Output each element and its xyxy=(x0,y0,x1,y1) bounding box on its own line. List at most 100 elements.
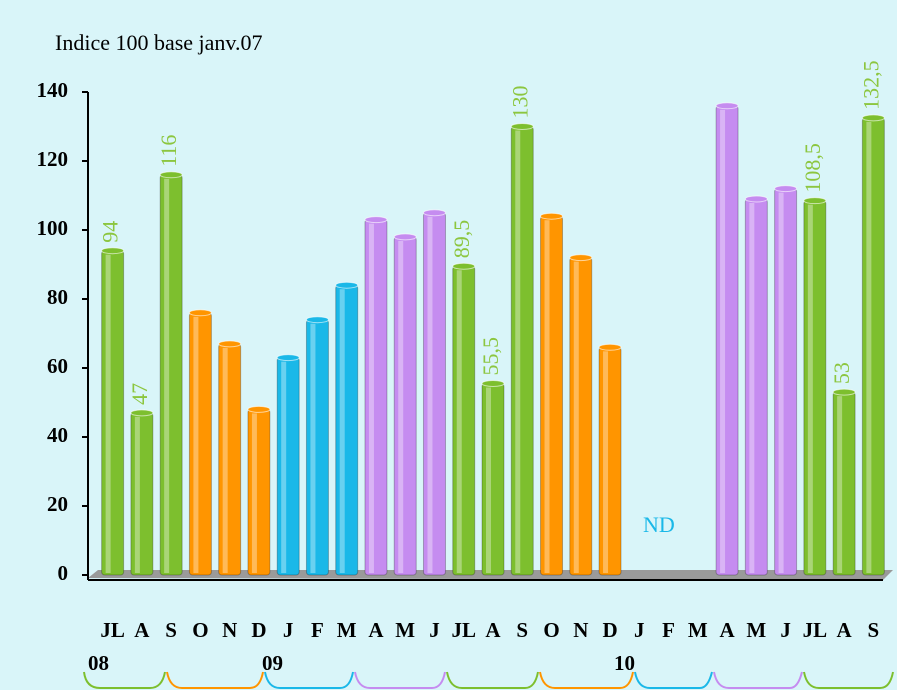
bar-cap xyxy=(305,316,329,324)
bar-cap xyxy=(393,233,417,241)
bar xyxy=(305,319,329,576)
bar-cap xyxy=(101,247,125,255)
bar xyxy=(510,126,534,576)
bar-highlight xyxy=(573,261,579,573)
x-tick-label: F xyxy=(311,618,324,642)
bar-highlight xyxy=(778,192,784,573)
bar-cap xyxy=(364,216,388,224)
bar xyxy=(276,357,300,576)
bar xyxy=(598,346,622,576)
bar xyxy=(101,250,125,576)
y-tick-label: 100 xyxy=(37,216,69,240)
bar-highlight xyxy=(251,413,257,573)
bar-cap xyxy=(715,102,739,110)
bar-highlight xyxy=(310,323,316,573)
bar xyxy=(422,212,446,576)
y-tick-label: 20 xyxy=(47,492,68,516)
bar-highlight xyxy=(544,220,550,573)
bar-highlight xyxy=(368,223,374,573)
bar-cap xyxy=(335,281,359,289)
x-tick-label: F xyxy=(662,618,675,642)
bar-highlight xyxy=(193,316,199,573)
y-tick-label: 40 xyxy=(47,423,68,447)
value-label: 89,5 xyxy=(449,220,474,259)
bar-highlight xyxy=(603,351,609,573)
y-tick-label: 80 xyxy=(47,285,68,309)
value-label: 53 xyxy=(829,362,854,384)
bar-cap xyxy=(276,354,300,362)
x-tick-label: J xyxy=(780,618,791,642)
bar-cap xyxy=(598,343,622,351)
bar-cap xyxy=(803,197,827,205)
bar-highlight xyxy=(807,204,813,574)
bar-highlight xyxy=(134,416,140,573)
bar xyxy=(159,174,183,576)
y-tick-label: 140 xyxy=(37,78,69,102)
bar-cap xyxy=(247,405,271,413)
bar-highlight xyxy=(105,254,111,573)
bar xyxy=(188,312,212,576)
bar-highlight xyxy=(837,396,843,573)
bar xyxy=(247,408,271,576)
year-label: 09 xyxy=(262,651,283,675)
bar xyxy=(832,391,856,576)
x-tick-label: A xyxy=(485,618,501,642)
bar-highlight xyxy=(720,109,726,574)
bar xyxy=(393,236,417,576)
bar-cap xyxy=(540,212,564,220)
x-tick-label: M xyxy=(746,618,766,642)
year-label: 10 xyxy=(614,651,635,675)
x-tick-label: N xyxy=(222,618,237,642)
bar xyxy=(218,343,242,576)
bar xyxy=(364,219,388,576)
bar-cap xyxy=(130,409,154,417)
bar xyxy=(481,383,505,576)
year-label: 08 xyxy=(88,651,109,675)
bar xyxy=(452,265,476,576)
bar xyxy=(861,117,885,576)
x-tick-label: S xyxy=(516,618,528,642)
x-tick-label: D xyxy=(251,618,266,642)
x-tick-label: J xyxy=(283,618,294,642)
x-tick-label: O xyxy=(543,618,559,642)
bar-cap xyxy=(188,309,212,317)
bar xyxy=(130,412,154,576)
x-tick-label: N xyxy=(573,618,588,642)
bar-highlight xyxy=(486,387,491,573)
x-tick-label: JL xyxy=(803,618,828,642)
x-tick-label: A xyxy=(837,618,853,642)
bar-highlight xyxy=(427,216,433,573)
bar-cap xyxy=(832,388,856,396)
x-tick-label: JL xyxy=(451,618,476,642)
bar-cap xyxy=(481,380,505,388)
value-label: 130 xyxy=(507,86,532,119)
bar-cap xyxy=(569,254,593,262)
y-tick-label: 0 xyxy=(58,561,69,585)
x-tick-label: M xyxy=(688,618,708,642)
x-tick-label: JL xyxy=(100,618,125,642)
nd-annotation: ND xyxy=(643,512,675,537)
bar-highlight xyxy=(456,270,462,573)
bar-cap xyxy=(452,262,476,270)
value-label: 94 xyxy=(98,221,123,243)
bar xyxy=(803,200,827,576)
bar xyxy=(540,215,564,576)
bar-cap xyxy=(218,340,242,348)
x-tick-label: A xyxy=(719,618,735,642)
x-tick-label: D xyxy=(602,618,617,642)
x-tick-label: S xyxy=(165,618,177,642)
x-tick-label: M xyxy=(337,618,357,642)
bar xyxy=(715,105,739,576)
bar-cap xyxy=(861,114,885,122)
x-tick-label: O xyxy=(192,618,208,642)
bar-highlight xyxy=(398,240,404,573)
y-tick-label: 120 xyxy=(37,147,69,171)
bar-highlight xyxy=(339,289,345,573)
bar-highlight xyxy=(515,130,521,573)
group-brackets xyxy=(83,671,894,689)
bar xyxy=(744,198,768,576)
bar-cap xyxy=(744,195,768,203)
x-tick-label: M xyxy=(395,618,415,642)
value-label: 116 xyxy=(156,135,181,167)
